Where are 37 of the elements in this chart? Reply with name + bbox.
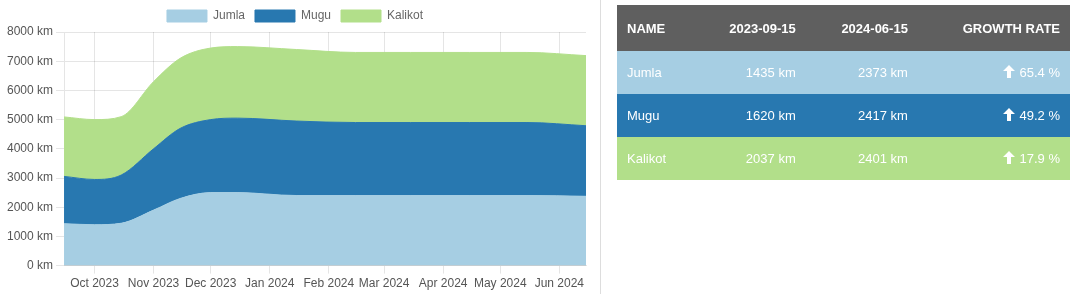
- y-tick-label: 4000 km: [6, 141, 54, 156]
- data-label: 2373 km: [857, 64, 909, 82]
- x-tick-label: Mar 2024: [358, 276, 410, 291]
- x-tick-label: Oct 2023: [70, 276, 120, 291]
- data-label: 2417 km: [857, 107, 909, 125]
- x-tick-label: Dec 2023: [185, 276, 237, 291]
- y-tick-label: 2000 km: [6, 199, 54, 214]
- x-tick-label: May 2024: [473, 276, 527, 291]
- y-tick-label: 6000 km: [6, 82, 54, 97]
- y-tick-label: 3000 km: [6, 170, 54, 185]
- data-label: 17.9 %: [1018, 150, 1061, 168]
- data-label: 2037 km: [744, 150, 797, 168]
- x-tick-label: Apr 2024: [418, 276, 468, 291]
- series-label: Jumla: [626, 64, 663, 82]
- data-label: 49.2 %: [1018, 107, 1061, 125]
- legend-label: Mugu: [300, 8, 332, 23]
- series-label: Kalikot: [626, 150, 668, 168]
- category-label: 2024-06-15: [805, 5, 918, 51]
- x-tick-label: Feb 2024: [303, 276, 355, 291]
- y-tick-label: 0 km: [27, 257, 54, 272]
- x-tick-label: Jun 2024: [534, 276, 585, 291]
- category-label: GROWTH RATE: [917, 5, 1070, 51]
- data-label: 2401 km: [857, 150, 909, 168]
- legend-label: Jumla: [212, 8, 246, 23]
- data-label: 65.4 %: [1018, 64, 1061, 82]
- legend-label: Kalikot: [387, 8, 424, 23]
- y-tick-label: 8000 km: [6, 24, 54, 39]
- y-tick-label: 5000 km: [6, 111, 54, 126]
- y-tick-label: 7000 km: [6, 53, 54, 68]
- y-tick-label: 1000 km: [6, 228, 54, 243]
- text: NAME: [617, 5, 694, 51]
- x-tick-label: Jan 2024: [245, 276, 295, 291]
- category-label: 2023-09-15: [693, 5, 806, 51]
- data-label: 1435 km: [744, 64, 797, 82]
- series-label: Mugu: [626, 107, 661, 125]
- x-tick-label: Nov 2023: [127, 276, 180, 291]
- data-label: 1620 km: [744, 107, 797, 125]
